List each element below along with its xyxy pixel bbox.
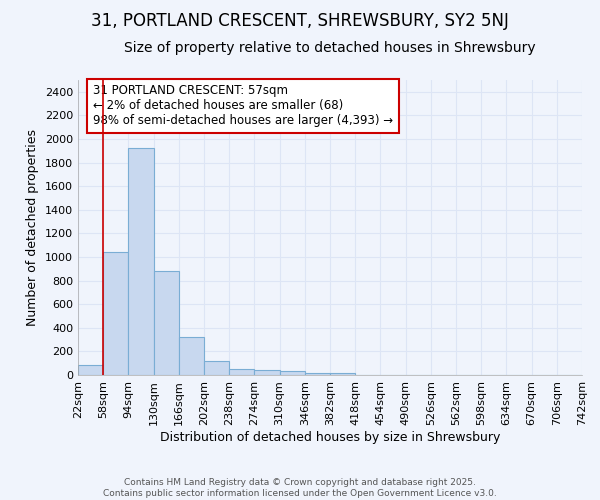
Bar — [280, 372, 305, 375]
Text: 31, PORTLAND CRESCENT, SHREWSBURY, SY2 5NJ: 31, PORTLAND CRESCENT, SHREWSBURY, SY2 5… — [91, 12, 509, 30]
Title: Size of property relative to detached houses in Shrewsbury: Size of property relative to detached ho… — [124, 41, 536, 55]
Bar — [78, 365, 103, 375]
Bar — [204, 362, 229, 375]
Text: Contains HM Land Registry data © Crown copyright and database right 2025.
Contai: Contains HM Land Registry data © Crown c… — [103, 478, 497, 498]
Bar — [179, 337, 204, 375]
Text: 31 PORTLAND CRESCENT: 57sqm
← 2% of detached houses are smaller (68)
98% of semi: 31 PORTLAND CRESCENT: 57sqm ← 2% of deta… — [93, 84, 393, 128]
Bar — [254, 370, 280, 375]
Y-axis label: Number of detached properties: Number of detached properties — [26, 129, 40, 326]
Bar — [154, 271, 179, 375]
Bar — [330, 372, 355, 375]
Bar — [128, 148, 154, 375]
Bar — [229, 369, 254, 375]
Bar — [103, 252, 128, 375]
Bar — [305, 372, 330, 375]
X-axis label: Distribution of detached houses by size in Shrewsbury: Distribution of detached houses by size … — [160, 430, 500, 444]
